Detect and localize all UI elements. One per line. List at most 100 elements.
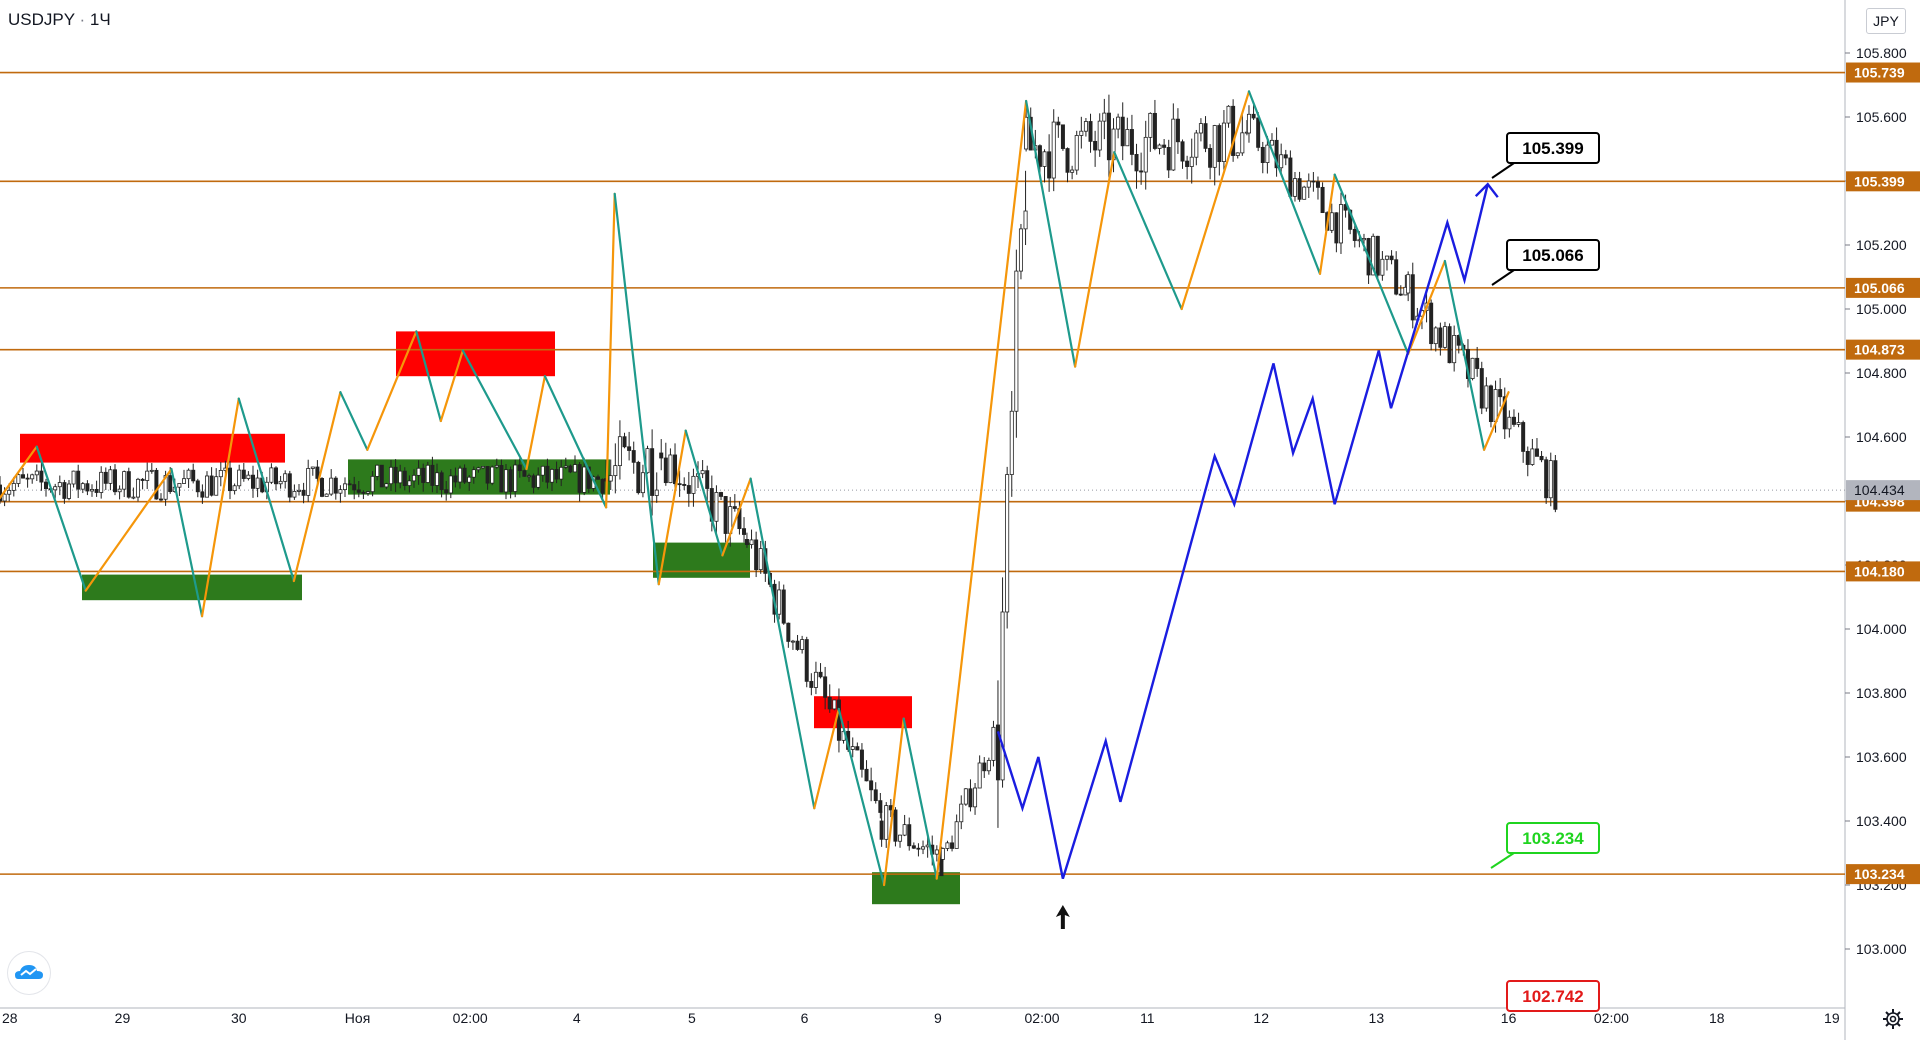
candle-body	[1447, 326, 1452, 364]
demand-zone	[872, 872, 960, 905]
symbol-label: USDJPY	[8, 10, 75, 29]
candle-body	[237, 469, 242, 487]
x-tick-label: 29	[115, 1010, 131, 1026]
price-callout[interactable]: 105.066	[1491, 239, 1600, 286]
candle-body	[352, 484, 357, 491]
currency-badge[interactable]: JPY	[1866, 8, 1906, 34]
candle-body	[1498, 389, 1503, 398]
candle-body	[1384, 255, 1389, 260]
candle-body	[1088, 121, 1093, 142]
candle-body	[186, 469, 191, 480]
zigzag-segment	[1318, 173, 1336, 275]
candle-body	[347, 483, 352, 486]
candle-body	[1226, 105, 1231, 124]
demand-zone	[82, 574, 302, 601]
x-tick-label: 02:00	[1594, 1010, 1629, 1026]
candle-body	[1148, 112, 1153, 138]
candle-body	[1143, 136, 1148, 173]
zigzag-segment	[721, 477, 752, 557]
candle-body	[977, 762, 982, 789]
candle-body	[836, 699, 841, 741]
symbol-title[interactable]: USDJPY · 1Ч	[8, 10, 111, 30]
candle-body	[1129, 129, 1134, 155]
price-callout[interactable]: 105.399	[1491, 132, 1600, 179]
candle-body	[1525, 451, 1530, 465]
candle-body	[39, 470, 44, 483]
zigzag-segment	[1247, 90, 1322, 275]
candle-body	[1037, 145, 1042, 167]
candle-body	[1274, 139, 1279, 169]
candle-body	[1251, 113, 1256, 119]
candle-body	[1553, 460, 1558, 510]
level-price-tag[interactable]	[1846, 339, 1920, 360]
candle-body	[668, 454, 673, 484]
candle-body	[963, 788, 968, 805]
candle-body	[1139, 170, 1144, 173]
candle-body	[30, 474, 35, 480]
candle-body	[786, 622, 791, 642]
candle-body	[790, 640, 795, 643]
candle-body	[384, 483, 389, 488]
candle-body	[1125, 129, 1130, 147]
candle-body	[25, 477, 30, 480]
zigzag-segment	[35, 445, 87, 592]
candle-body	[531, 475, 536, 488]
candle-body	[916, 847, 921, 850]
current-price-tag	[1846, 480, 1920, 501]
candle-body	[20, 474, 25, 479]
candle-body	[527, 475, 532, 478]
candle-body	[636, 461, 641, 494]
candle-body	[1079, 130, 1084, 136]
candle-body	[691, 475, 696, 494]
candle-body	[1530, 448, 1535, 465]
gear-icon[interactable]	[1880, 1006, 1906, 1032]
candle-body	[434, 472, 439, 486]
candle-body	[145, 470, 150, 481]
zigzag-segment	[613, 192, 660, 586]
candle-body	[1005, 474, 1010, 613]
y-axis-ticks: 105.800105.600105.400105.200105.000104.8…	[1845, 45, 1907, 957]
tradingview-cloud-icon[interactable]	[8, 952, 50, 994]
candle-body	[1539, 455, 1544, 461]
candle-body	[379, 464, 384, 488]
candle-body	[177, 483, 182, 488]
level-price-tag[interactable]	[1846, 277, 1920, 298]
candle-body	[517, 464, 522, 472]
zigzag-segment	[1482, 391, 1510, 451]
x-tick-label: 12	[1253, 1010, 1269, 1026]
level-price-tag[interactable]	[1846, 171, 1920, 192]
price-callout[interactable]: 103.234	[1490, 822, 1600, 869]
level-price-tag[interactable]	[1846, 561, 1920, 582]
candle-body	[705, 470, 710, 489]
y-tick-label: 103.400	[1856, 813, 1907, 829]
candle-body	[873, 789, 878, 802]
candle-body	[545, 465, 550, 483]
x-tick-label: 18	[1709, 1010, 1725, 1026]
zigzag-segment	[1113, 151, 1183, 311]
candle-body	[1217, 125, 1222, 162]
candle-body	[827, 696, 832, 710]
candle-body	[777, 589, 782, 615]
level-price-tag[interactable]	[1846, 62, 1920, 83]
candle-body	[1231, 105, 1236, 156]
candle-body	[7, 489, 12, 495]
candle-body	[677, 483, 682, 486]
candle-body	[650, 448, 655, 496]
level-price-tag[interactable]	[1846, 864, 1920, 885]
candle-body	[758, 548, 763, 571]
candle-body	[1410, 274, 1415, 321]
x-tick-label: 28	[2, 1010, 18, 1026]
y-tick-label: 104.600	[1856, 429, 1907, 445]
candle-body	[135, 478, 140, 498]
price-callout[interactable]: 102.742	[1506, 980, 1600, 1012]
candle-body	[1106, 112, 1111, 161]
candle-body	[686, 485, 691, 494]
candle-body	[292, 491, 297, 498]
candle-body	[663, 457, 668, 484]
candle-body	[191, 469, 196, 482]
candle-body	[568, 465, 573, 473]
candle-body	[471, 469, 476, 478]
candle-body	[1511, 416, 1516, 425]
candle-body	[407, 480, 412, 486]
